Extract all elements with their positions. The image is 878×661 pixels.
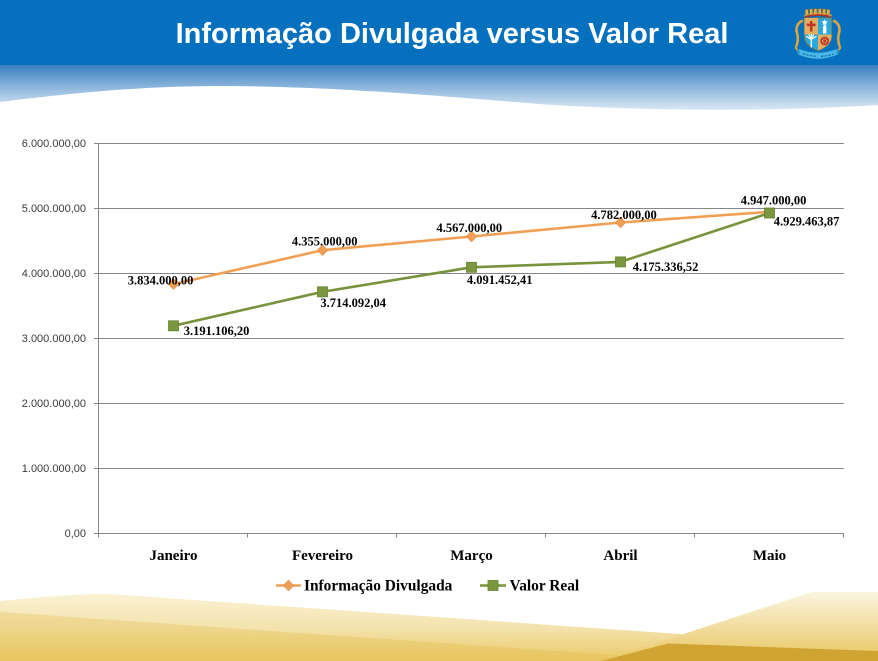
svg-text:4.782.000,00: 4.782.000,00 [591,208,657,222]
svg-text:4.000.000,00: 4.000.000,00 [22,268,86,280]
svg-text:4.947.000,00: 4.947.000,00 [741,193,807,207]
svg-text:4.929.463,87: 4.929.463,87 [774,215,840,229]
svg-text:3.834.000,00: 3.834.000,00 [128,274,194,288]
svg-text:Informação Divulgada versus Va: Informação Divulgada versus Valor Real [176,18,729,50]
svg-text:Abril: Abril [603,548,637,564]
svg-text:4.175.336,52: 4.175.336,52 [633,260,699,274]
svg-text:Valor Real: Valor Real [510,578,580,595]
svg-text:4.355.000,00: 4.355.000,00 [292,235,358,249]
svg-text:Maio: Maio [753,548,786,564]
svg-text:5.000.000,00: 5.000.000,00 [22,203,86,215]
svg-text:4.091.452,41: 4.091.452,41 [467,273,533,287]
svg-text:Março: Março [450,548,492,564]
svg-text:1.000.000,00: 1.000.000,00 [22,463,86,475]
svg-text:Fevereiro: Fevereiro [292,548,353,564]
svg-text:3.191.106,20: 3.191.106,20 [184,324,250,338]
svg-text:0,00: 0,00 [65,528,86,540]
svg-text:4.567.000,00: 4.567.000,00 [436,221,502,235]
svg-text:6.000.000,00: 6.000.000,00 [22,138,86,150]
svg-text:Informação Divulgada: Informação Divulgada [304,578,453,595]
svg-text:Janeiro: Janeiro [149,548,197,564]
svg-text:3.714.092,04: 3.714.092,04 [320,296,386,310]
svg-text:3.000.000,00: 3.000.000,00 [22,333,86,345]
svg-text:2.000.000,00: 2.000.000,00 [22,398,86,410]
